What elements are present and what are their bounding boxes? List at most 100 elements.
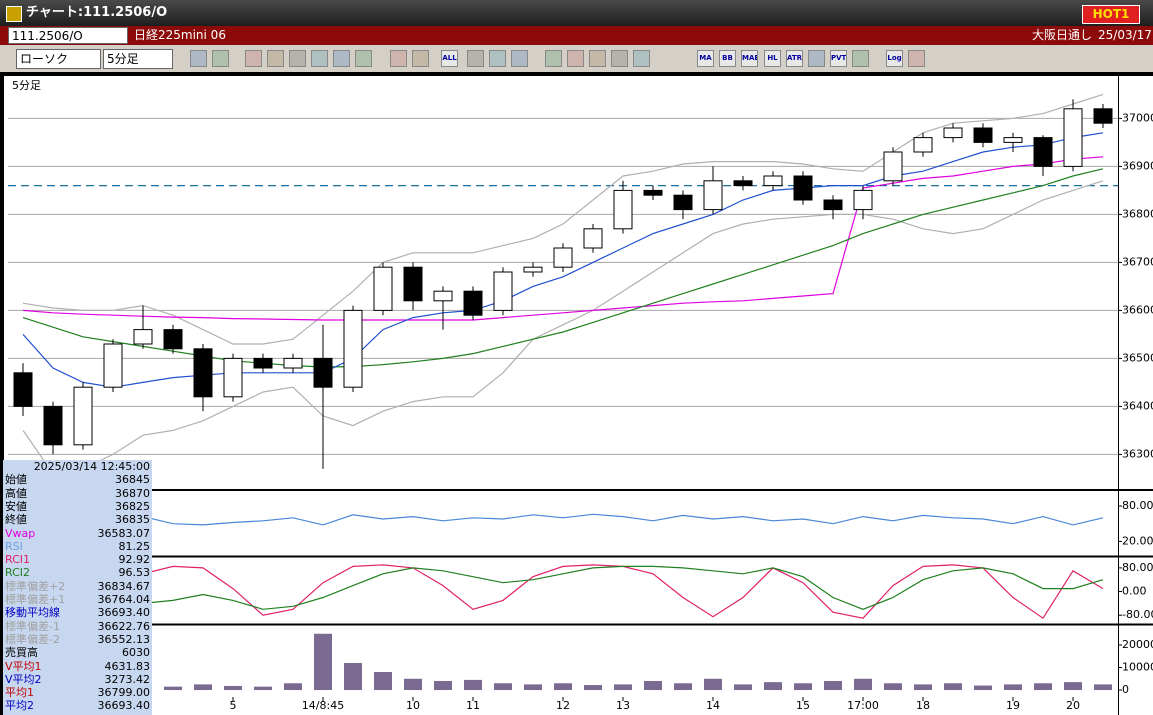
candle-body — [553, 247, 573, 268]
candle-body — [1093, 108, 1113, 124]
info-row: RSI 81.25 — [5, 540, 150, 553]
hot-button[interactable]: HOT1 — [1082, 5, 1140, 24]
symbol-input[interactable]: 111.2506/O — [8, 27, 128, 44]
toolbar-icon[interactable] — [190, 50, 207, 67]
candle-body — [733, 180, 753, 187]
symbol-bar: 111.2506/O 日経225mini 06 大阪日通し 25/03/17 — [0, 26, 1153, 45]
toolbar-icon[interactable]: ATR — [786, 50, 803, 67]
y-tick-label: 36600 — [1122, 303, 1153, 316]
toolbar-icon[interactable] — [908, 50, 925, 67]
toolbar-icon[interactable] — [467, 50, 484, 67]
toolbar-icon[interactable]: Log — [886, 50, 903, 67]
y-tick-label: -80.00 — [1122, 608, 1153, 621]
volume-bar — [794, 683, 812, 691]
toolbar: ローソク 5分足 ALL MA BB MAE HL ATR PVT Log — [0, 45, 1153, 72]
candle-body — [613, 189, 633, 230]
info-label: RCI2 — [5, 566, 31, 580]
volume-bar — [554, 683, 572, 691]
date: 25/03/17 — [1098, 28, 1152, 42]
indicator-line — [22, 565, 1104, 610]
candle-body — [103, 343, 123, 388]
toolbar-icon[interactable] — [545, 50, 562, 67]
toolbar-icon[interactable] — [852, 50, 869, 67]
x-tick-label: 14 — [706, 699, 720, 712]
candle-body — [1003, 137, 1023, 143]
volume-bar — [614, 684, 632, 691]
candle-body — [463, 290, 483, 316]
toolbar-icon[interactable]: HL — [764, 50, 781, 67]
toolbar-icon[interactable] — [245, 50, 262, 67]
indicator-line — [22, 513, 1104, 528]
info-value: 36764.04 — [97, 593, 151, 606]
toolbar-icon[interactable]: MAE — [741, 50, 758, 67]
info-value: 36583.07 — [97, 526, 151, 540]
chart: 5分足 36300 36400 36500 36600 36700 36800 36900 3… — [4, 76, 1153, 715]
volume-bar — [1094, 684, 1112, 691]
toolbar-icon[interactable] — [633, 50, 650, 67]
toolbar-icon[interactable] — [390, 50, 407, 67]
candle-body — [223, 357, 243, 398]
info-row: 移動平均線 36693.40 — [5, 606, 150, 619]
info-row: Vwap 36583.07 — [5, 527, 150, 540]
toolbar-icon[interactable] — [212, 50, 229, 67]
y-tick-label: 36400 — [1122, 399, 1153, 412]
info-value: 92.92 — [118, 553, 151, 567]
info-value: 36693.40 — [97, 699, 151, 713]
y-tick-label: 0 — [1122, 683, 1129, 696]
toolbar-icon[interactable] — [289, 50, 306, 67]
interval-select[interactable]: 5分足 — [103, 49, 173, 69]
info-row: 平均2 36693.40 — [5, 699, 150, 712]
toolbar-icon[interactable] — [333, 50, 350, 67]
candle-body — [373, 266, 393, 311]
candle-body — [253, 357, 273, 369]
indicator-line — [22, 180, 1104, 475]
volume-bar — [494, 683, 512, 691]
chart-type-select[interactable]: ローソク — [16, 49, 101, 69]
info-row: 高値 36870 — [5, 487, 150, 500]
info-label: 標準偏差+2 — [5, 579, 66, 593]
y-tick-label: 80.00 — [1122, 499, 1153, 512]
x-tick-label: 15 — [796, 699, 810, 712]
candle-body — [973, 127, 993, 143]
volume-bar — [224, 685, 242, 691]
candle-body — [283, 357, 303, 369]
toolbar-icon[interactable]: MA — [697, 50, 714, 67]
candle-body — [883, 151, 903, 182]
toolbar-icon[interactable] — [412, 50, 429, 67]
y-tick-label: 80.00 — [1122, 561, 1153, 574]
candle-body — [403, 266, 423, 302]
info-value: 36825 — [115, 499, 150, 513]
toolbar-icon[interactable] — [267, 50, 284, 67]
info-label: 始値 — [5, 473, 27, 487]
toolbar-icon[interactable]: ALL — [441, 50, 458, 67]
app-icon — [6, 6, 22, 22]
toolbar-icon[interactable]: PVT — [830, 50, 847, 67]
toolbar-icon[interactable] — [355, 50, 372, 67]
y-tick-label: 37000 — [1122, 111, 1153, 124]
info-label: Vwap — [5, 526, 36, 540]
info-label: 移動平均線 — [5, 606, 60, 620]
toolbar-icon[interactable]: BB — [719, 50, 736, 67]
toolbar-icon[interactable] — [489, 50, 506, 67]
indicator-line — [22, 564, 1104, 620]
info-row: 標準偏差-1 36622.76 — [5, 620, 150, 633]
candle-body — [73, 386, 93, 446]
candle-body — [583, 228, 603, 249]
info-value: 36693.40 — [97, 606, 151, 620]
toolbar-icon[interactable] — [611, 50, 628, 67]
volume-bar — [824, 681, 842, 691]
y-tick-label: 36500 — [1122, 351, 1153, 364]
toolbar-icon[interactable] — [567, 50, 584, 67]
info-value: 6030 — [122, 646, 150, 660]
info-datetime: 2025/03/14 12:45:00 — [33, 460, 150, 473]
info-label: V平均2 — [5, 672, 42, 686]
info-label: 標準偏差-1 — [5, 619, 60, 633]
toolbar-icon[interactable] — [808, 50, 825, 67]
info-row: 平均1 36799.00 — [5, 686, 150, 699]
toolbar-icon[interactable] — [311, 50, 328, 67]
toolbar-icon[interactable] — [511, 50, 528, 67]
toolbar-icon[interactable] — [589, 50, 606, 67]
volume-bar — [374, 672, 392, 691]
title-bar: チャート:111.2506/O HOT1 — [0, 0, 1153, 26]
candle-body — [43, 405, 63, 446]
